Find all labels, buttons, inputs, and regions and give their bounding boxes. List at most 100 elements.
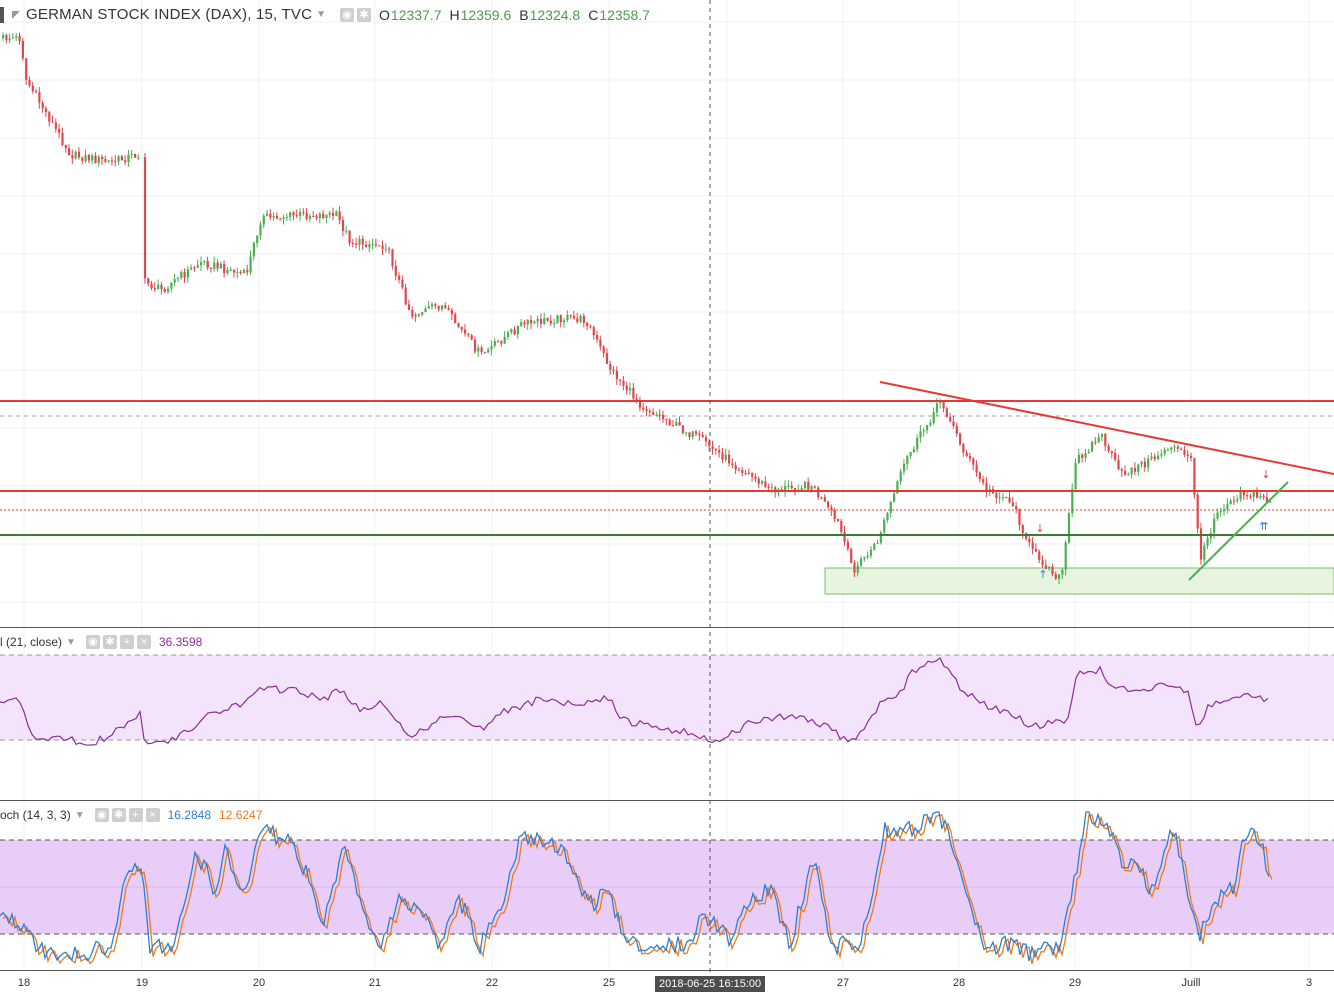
candle <box>236 272 239 274</box>
x-tick-label: 3 <box>1305 977 1313 989</box>
candle <box>160 284 163 290</box>
candle <box>853 562 856 573</box>
candle <box>328 212 331 215</box>
gear-icon[interactable]: ✱ <box>357 7 372 22</box>
candle <box>569 315 572 317</box>
candle <box>1219 511 1222 513</box>
candle <box>747 472 750 474</box>
candle <box>167 288 170 292</box>
candle <box>1018 509 1021 526</box>
candle <box>256 235 259 243</box>
candle <box>18 35 21 41</box>
candle <box>97 156 100 163</box>
candle <box>1015 506 1018 510</box>
candle <box>173 279 176 283</box>
candle <box>233 269 236 273</box>
candle <box>394 265 397 276</box>
candle <box>1011 502 1014 507</box>
candle <box>794 488 797 492</box>
candle <box>1051 566 1054 575</box>
candle <box>536 318 539 322</box>
candle <box>407 304 411 310</box>
candles <box>2 32 1272 585</box>
candle <box>94 155 97 163</box>
gear-icon[interactable]: ✱ <box>102 635 117 649</box>
candle <box>939 402 942 404</box>
candle <box>269 213 272 218</box>
legend-flag-icon[interactable] <box>12 10 20 19</box>
close-icon[interactable]: × <box>145 808 160 822</box>
candle <box>368 244 371 248</box>
candle <box>5 35 8 41</box>
candle <box>186 269 189 278</box>
eye-icon[interactable]: ◉ <box>85 635 100 649</box>
candle <box>312 216 315 218</box>
candle <box>813 486 816 488</box>
candle <box>127 154 130 163</box>
eye-icon[interactable]: ◉ <box>340 7 355 22</box>
candle <box>734 465 737 470</box>
candle <box>315 216 318 219</box>
candle <box>421 312 424 315</box>
plus-icon[interactable]: + <box>128 808 143 822</box>
candle <box>388 248 391 250</box>
candle <box>1176 446 1179 449</box>
candle <box>414 314 417 317</box>
candle <box>965 452 968 456</box>
stoch-k-value: 16.2848 <box>167 808 212 822</box>
candle <box>744 472 747 474</box>
chevron-down-icon[interactable]: ▼ <box>66 636 76 648</box>
ascending-trend-line <box>1188 481 1289 581</box>
symbol-legend: GERMAN STOCK INDEX (DAX), 15, TVC ▼ ◉ ✱ … <box>0 6 650 23</box>
high-value: 12359.6 <box>460 6 512 23</box>
candle <box>107 160 110 162</box>
candle <box>477 347 480 352</box>
chevron-down-icon[interactable]: ▼ <box>316 9 327 20</box>
candle <box>803 481 807 489</box>
candle <box>774 487 777 493</box>
candle <box>1265 497 1269 502</box>
candle <box>384 248 387 250</box>
candle <box>1160 453 1163 456</box>
candle <box>698 433 701 436</box>
candle <box>77 151 81 158</box>
candle <box>2 35 5 38</box>
candle <box>180 272 183 279</box>
candle <box>68 148 71 155</box>
eye-icon[interactable]: ◉ <box>94 808 109 822</box>
close-icon[interactable]: × <box>136 635 151 649</box>
candle <box>955 426 958 434</box>
candle <box>28 79 31 86</box>
candle <box>919 431 922 438</box>
candle <box>335 211 338 216</box>
candle <box>1259 496 1262 498</box>
candle <box>1236 499 1239 502</box>
candle <box>437 305 440 310</box>
high-label: H <box>449 6 460 23</box>
candle <box>1071 488 1074 514</box>
candle <box>889 501 892 513</box>
plus-icon[interactable]: + <box>119 635 134 649</box>
chevron-down-icon[interactable]: ▼ <box>74 809 85 821</box>
candle <box>1173 446 1176 448</box>
candle <box>249 256 252 273</box>
candle <box>1166 449 1170 451</box>
candle <box>348 230 351 243</box>
candle <box>424 308 427 313</box>
candle <box>658 414 661 416</box>
candle <box>1074 462 1077 489</box>
candle <box>1081 454 1084 458</box>
candle <box>1114 453 1117 460</box>
x-tick-label: 19 <box>135 977 149 989</box>
candle <box>952 421 955 427</box>
candle <box>91 155 94 161</box>
candle <box>764 481 767 487</box>
candle <box>863 557 866 559</box>
candle <box>1163 449 1166 454</box>
candle <box>483 352 486 354</box>
candle <box>800 488 803 491</box>
gear-icon[interactable]: ✱ <box>111 808 126 822</box>
candle <box>592 327 595 336</box>
candle <box>365 244 368 248</box>
